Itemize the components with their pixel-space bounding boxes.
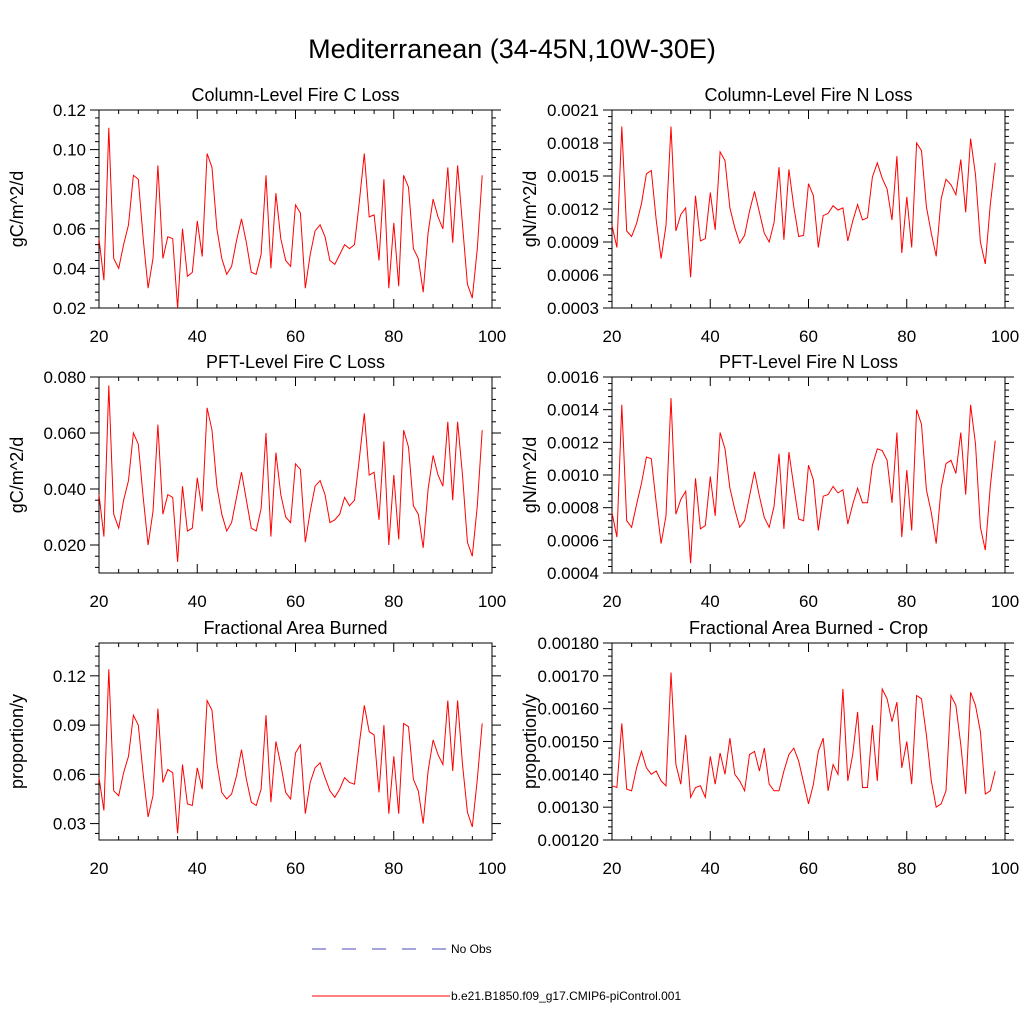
y-tick-label: 0.0003: [547, 299, 599, 318]
x-tick-label: 20: [90, 327, 109, 346]
y-tick-label: 0.0009: [547, 233, 599, 252]
y-tick-label: 0.06: [53, 765, 86, 784]
x-tick-label: 20: [90, 592, 109, 611]
x-tick-label: 100: [478, 859, 506, 878]
x-tick-label: 20: [603, 859, 622, 878]
x-tick-label: 100: [991, 327, 1019, 346]
y-tick-label: 0.00160: [538, 700, 599, 719]
panel-title: Fractional Area Burned - Crop: [689, 618, 928, 638]
chart-panel-5: 20 40 60 80 100 0.03 0.06 0.09 0.12 Fractional Ar…: [7, 618, 506, 878]
x-tick-label: 60: [286, 327, 305, 346]
y-axis-label: proportion/y: [520, 694, 540, 789]
y-tick-label: 0.08: [53, 180, 86, 199]
y-axis-label: proportion/y: [7, 694, 27, 789]
x-tick-label: 100: [991, 592, 1019, 611]
y-tick-label: 0.00150: [538, 733, 599, 752]
x-tick-label: 40: [701, 592, 720, 611]
x-tick-label: 40: [188, 592, 207, 611]
y-tick-label: 0.0006: [547, 266, 599, 285]
panel-title: PFT-Level Fire C Loss: [206, 352, 385, 372]
legend: No Obs b.e21.B1850.f09_g17.CMIP6-piContro…: [312, 942, 681, 1003]
chart-panel-2: 20 40 60 80 100 0.0003 0.0006 0.0009 0.0012 0.001…: [520, 85, 1019, 346]
x-tick-label: 60: [286, 592, 305, 611]
y-tick-label: 0.12: [53, 667, 86, 686]
panel-title: Fractional Area Burned: [203, 618, 387, 638]
y-tick-label: 0.0006: [547, 531, 599, 550]
x-tick-label: 20: [603, 592, 622, 611]
x-tick-label: 60: [286, 859, 305, 878]
figure-title: Mediterranean (34-45N,10W-30E): [308, 34, 716, 64]
y-axis-label: gC/m^2/d: [7, 171, 27, 247]
x-tick-label: 100: [991, 859, 1019, 878]
y-tick-label: 0.00140: [538, 765, 599, 784]
y-tick-label: 0.0016: [547, 368, 599, 387]
y-axis-label: gN/m^2/d: [520, 171, 540, 247]
y-tick-label: 0.09: [53, 716, 86, 735]
y-tick-label: 0.0004: [547, 564, 599, 583]
y-tick-label: 0.0021: [547, 101, 599, 120]
y-tick-label: 0.10: [53, 141, 86, 160]
panel-title: Column-Level Fire N Loss: [704, 85, 912, 105]
x-tick-label: 60: [799, 859, 818, 878]
chart-panel-3: 20 40 60 80 100 0.020 0.040 0.060 0.080 PFT-Level…: [7, 352, 506, 611]
y-tick-label: 0.06: [53, 220, 86, 239]
x-tick-label: 80: [897, 592, 916, 611]
y-axis-label: gN/m^2/d: [520, 437, 540, 513]
panel-title: Column-Level Fire C Loss: [191, 85, 399, 105]
series-line: [98, 385, 483, 562]
y-axis-label: gC/m^2/d: [7, 437, 27, 513]
y-tick-label: 0.0015: [547, 167, 599, 186]
plot-frame: [611, 109, 1006, 309]
y-tick-label: 0.040: [43, 480, 86, 499]
y-tick-label: 0.04: [53, 259, 86, 278]
x-tick-label: 40: [701, 327, 720, 346]
x-tick-label: 80: [897, 327, 916, 346]
x-tick-label: 60: [799, 592, 818, 611]
y-tick-label: 0.0018: [547, 134, 599, 153]
y-tick-label: 0.00170: [538, 667, 599, 686]
series-line: [98, 669, 483, 834]
x-tick-label: 80: [384, 592, 403, 611]
x-tick-label: 100: [478, 327, 506, 346]
y-tick-label: 0.03: [53, 815, 86, 834]
y-tick-label: 0.080: [43, 368, 86, 387]
legend-label: No Obs: [451, 942, 492, 956]
x-tick-label: 40: [188, 327, 207, 346]
y-tick-label: 0.0012: [547, 200, 599, 219]
x-tick-label: 80: [384, 859, 403, 878]
y-tick-label: 0.00130: [538, 798, 599, 817]
x-tick-label: 100: [478, 592, 506, 611]
y-tick-label: 0.060: [43, 424, 86, 443]
plot-frame: [98, 376, 493, 574]
panel-title: PFT-Level Fire N Loss: [719, 352, 898, 372]
chart-panel-4: 20 40 60 80 100 0.0004 0.0006 0.0008 0.0010 0.001…: [520, 352, 1019, 611]
series-line: [611, 126, 996, 278]
series-line: [611, 672, 996, 809]
y-tick-label: 0.0014: [547, 401, 599, 420]
y-tick-label: 0.0010: [547, 466, 599, 485]
x-tick-label: 60: [799, 327, 818, 346]
series-line: [98, 127, 483, 309]
y-tick-label: 0.12: [53, 101, 86, 120]
y-tick-label: 0.020: [43, 536, 86, 555]
series-line: [611, 398, 996, 564]
y-tick-label: 0.02: [53, 299, 86, 318]
x-tick-label: 40: [188, 859, 207, 878]
chart-panel-1: 20 40 60 80 100 0.02 0.04 0.06 0.08 0.10 0.12 Colum…: [7, 85, 506, 346]
x-tick-label: 80: [897, 859, 916, 878]
x-tick-label: 20: [603, 327, 622, 346]
legend-label: b.e21.B1850.f09_g17.CMIP6-piControl.001: [451, 989, 681, 1003]
x-tick-label: 20: [90, 859, 109, 878]
chart-panel-6: 20 40 60 80 100 0.00120 0.00130 0.00140 0.00150 0…: [520, 618, 1019, 878]
x-tick-label: 80: [384, 327, 403, 346]
y-tick-label: 0.0008: [547, 499, 599, 518]
x-tick-label: 40: [701, 859, 720, 878]
y-tick-label: 0.00120: [538, 831, 599, 850]
y-tick-label: 0.00180: [538, 634, 599, 653]
y-tick-label: 0.0012: [547, 433, 599, 452]
